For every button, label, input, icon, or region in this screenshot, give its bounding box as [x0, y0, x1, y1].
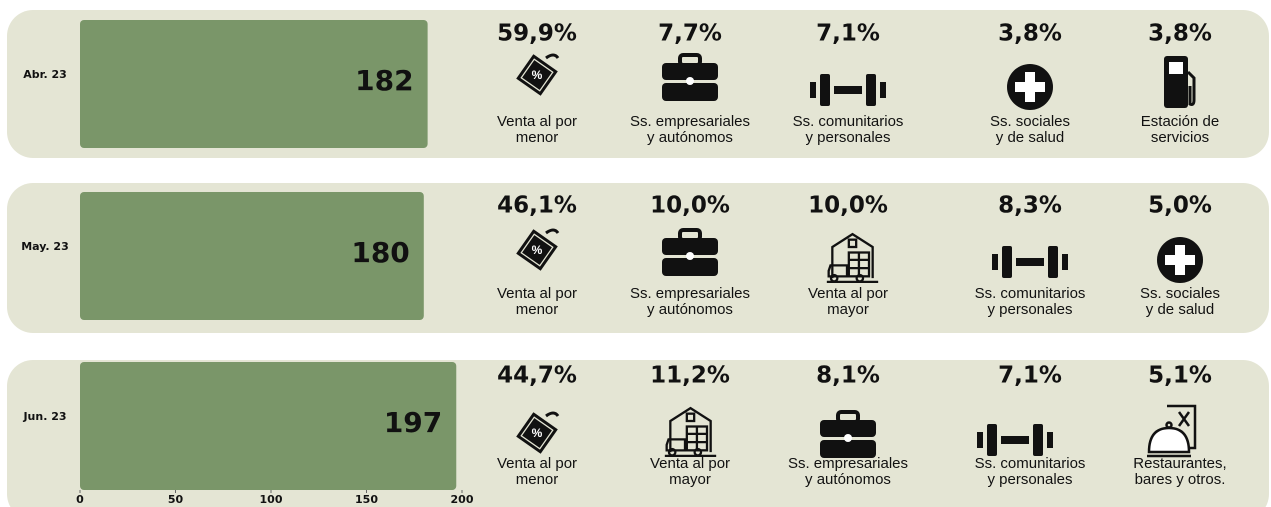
share-label: 46,1%: [497, 193, 577, 219]
share-label: 7,1%: [998, 363, 1062, 389]
x-tick-label: 0: [76, 493, 84, 506]
sector-label: Ss. sociales: [1140, 285, 1220, 302]
x-tick-label: 200: [451, 493, 474, 506]
sector-label: Venta al por: [497, 113, 577, 130]
share-label: 10,0%: [808, 193, 888, 219]
sector-label: y personales: [987, 471, 1072, 488]
bar-value: 197: [384, 406, 442, 439]
bar: [80, 20, 428, 148]
sector-label: menor: [516, 471, 559, 488]
sector-label: y autónomos: [647, 301, 733, 318]
bar: [80, 362, 457, 490]
sector-label: Estación de: [1141, 113, 1219, 130]
sector-label: Venta al por: [497, 285, 577, 302]
row-label: May. 23: [21, 240, 69, 253]
bar-value: 182: [355, 64, 413, 97]
share-label: 8,3%: [998, 193, 1062, 219]
x-tick-label: 50: [168, 493, 184, 506]
sector-label: Ss. comunitarios: [975, 285, 1086, 302]
bar-value: 180: [351, 236, 409, 269]
sector-label: mayor: [669, 471, 711, 488]
sector-label: Ss. comunitarios: [793, 113, 904, 130]
x-tick-label: 100: [260, 493, 283, 506]
x-tick-label: 150: [355, 493, 378, 506]
sector-label: Restaurantes,: [1133, 455, 1226, 472]
share-label: 3,8%: [1148, 21, 1212, 47]
sector-label: y de salud: [996, 129, 1064, 146]
sector-label: y personales: [805, 129, 890, 146]
sector-label: menor: [516, 129, 559, 146]
share-label: 11,2%: [650, 363, 730, 389]
sector-label: Ss. empresariales: [788, 455, 908, 472]
share-label: 44,7%: [497, 363, 577, 389]
sector-label: menor: [516, 301, 559, 318]
sector-label: servicios: [1151, 129, 1209, 146]
row-label: Jun. 23: [22, 410, 66, 423]
share-label: 7,1%: [816, 21, 880, 47]
share-label: 59,9%: [497, 21, 577, 47]
sector-label: Ss. comunitarios: [975, 455, 1086, 472]
sector-label: Venta al por: [497, 455, 577, 472]
bar: [80, 192, 424, 320]
share-label: 5,1%: [1148, 363, 1212, 389]
sector-label: Ss. sociales: [990, 113, 1070, 130]
sector-label: y autónomos: [647, 129, 733, 146]
sector-label: y autónomos: [805, 471, 891, 488]
sector-label: Ss. empresariales: [630, 113, 750, 130]
share-label: 7,7%: [658, 21, 722, 47]
sector-label: y personales: [987, 301, 1072, 318]
share-label: 5,0%: [1148, 193, 1212, 219]
share-label: 8,1%: [816, 363, 880, 389]
sector-label: mayor: [827, 301, 869, 318]
row-label: Abr. 23: [23, 68, 67, 81]
sector-label: bares y otros.: [1135, 471, 1226, 488]
share-label: 10,0%: [650, 193, 730, 219]
sector-label: Venta al por: [650, 455, 730, 472]
sector-label: Ss. empresariales: [630, 285, 750, 302]
share-label: 3,8%: [998, 21, 1062, 47]
sector-label: Venta al por: [808, 285, 888, 302]
sector-label: y de salud: [1146, 301, 1214, 318]
